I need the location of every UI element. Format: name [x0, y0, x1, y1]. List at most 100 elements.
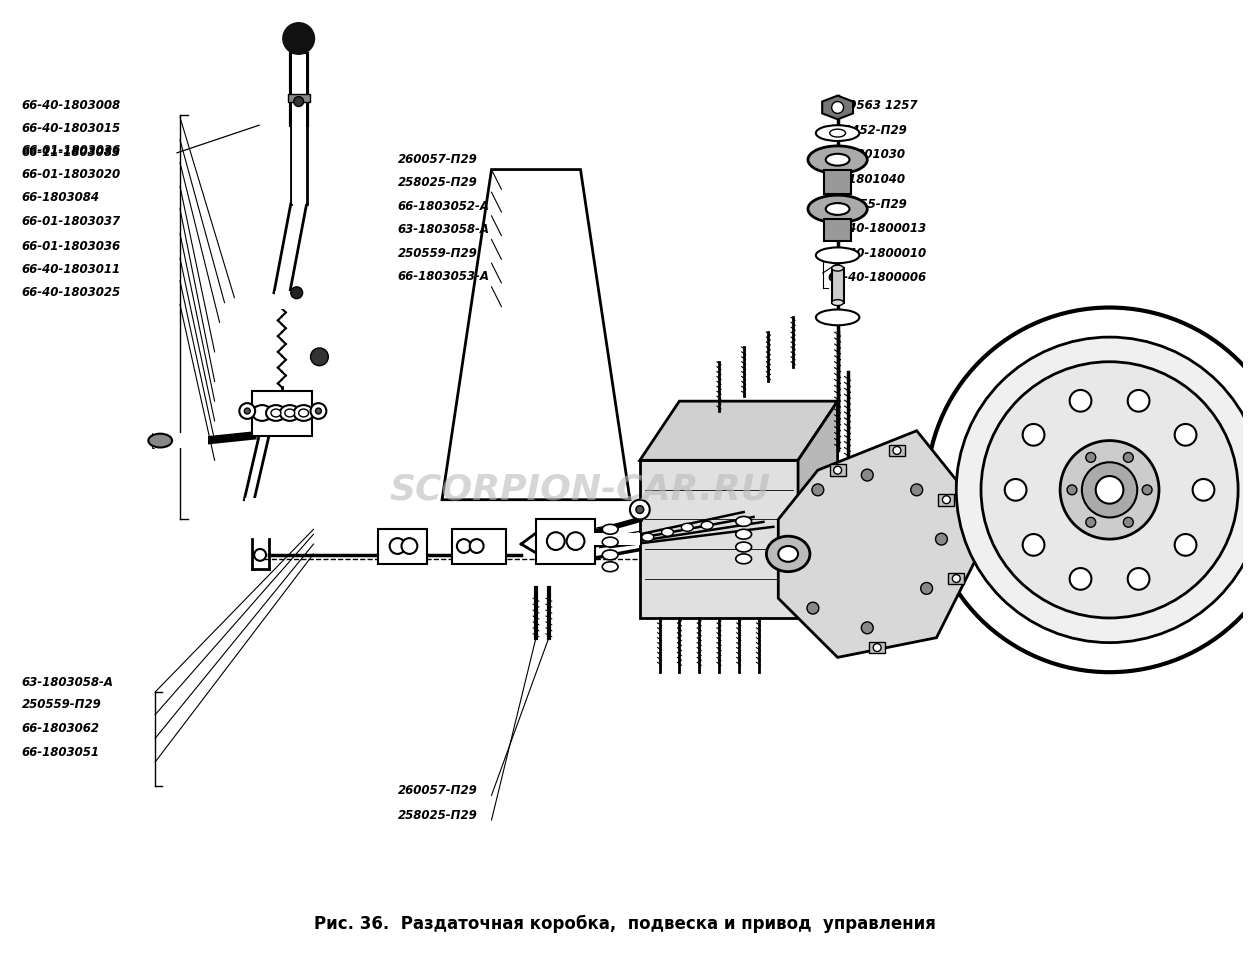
- Circle shape: [1060, 441, 1159, 540]
- Text: 66-01-1803036: 66-01-1803036: [21, 240, 121, 252]
- Bar: [824, 219, 851, 241]
- Text: 66-40-1800006: 66-40-1800006: [828, 272, 926, 284]
- Ellipse shape: [602, 562, 618, 571]
- Bar: [831, 268, 844, 302]
- Ellipse shape: [602, 550, 618, 560]
- Circle shape: [942, 495, 950, 504]
- Circle shape: [1128, 390, 1150, 412]
- Text: 66-40-1800010: 66-40-1800010: [828, 247, 926, 260]
- Bar: [939, 493, 954, 506]
- Text: 260057-П29: 260057-П29: [398, 784, 478, 797]
- Bar: [378, 529, 428, 564]
- Ellipse shape: [280, 405, 300, 420]
- Text: 63-1801030: 63-1801030: [828, 148, 906, 161]
- Text: 66-1803052-А: 66-1803052-А: [398, 200, 490, 212]
- Ellipse shape: [830, 130, 845, 137]
- Text: 258025-П29: 258025-П29: [398, 176, 478, 189]
- Circle shape: [861, 622, 874, 634]
- Circle shape: [808, 602, 819, 614]
- Ellipse shape: [736, 516, 751, 526]
- Circle shape: [812, 484, 824, 495]
- Circle shape: [1022, 534, 1045, 556]
- Ellipse shape: [266, 405, 286, 420]
- Circle shape: [239, 403, 255, 419]
- Bar: [253, 392, 311, 436]
- Circle shape: [926, 307, 1250, 672]
- Bar: [275, 291, 291, 308]
- Circle shape: [981, 362, 1238, 618]
- Polygon shape: [640, 401, 838, 460]
- Circle shape: [291, 287, 302, 299]
- Circle shape: [1128, 568, 1150, 589]
- Circle shape: [834, 467, 841, 474]
- Circle shape: [892, 446, 901, 454]
- Circle shape: [1124, 517, 1134, 527]
- Circle shape: [1086, 452, 1096, 463]
- Text: Рис. 36.  Раздаточная коробка,  подвеска и привод  управления: Рис. 36. Раздаточная коробка, подвеска и…: [314, 915, 936, 932]
- Circle shape: [921, 583, 932, 594]
- Circle shape: [566, 532, 585, 550]
- Circle shape: [390, 539, 405, 554]
- Text: 63-1803058-А: 63-1803058-А: [21, 676, 114, 688]
- Circle shape: [310, 348, 329, 366]
- Circle shape: [630, 500, 650, 519]
- Bar: [572, 533, 640, 545]
- Text: 66-40-1803008: 66-40-1803008: [21, 99, 121, 112]
- Ellipse shape: [661, 528, 674, 537]
- Circle shape: [1068, 485, 1078, 494]
- Ellipse shape: [831, 300, 844, 305]
- Circle shape: [401, 539, 418, 554]
- Ellipse shape: [808, 146, 867, 174]
- Circle shape: [1022, 424, 1045, 445]
- Bar: [291, 55, 305, 125]
- Ellipse shape: [701, 521, 712, 529]
- Ellipse shape: [271, 409, 281, 417]
- Circle shape: [458, 540, 471, 553]
- Circle shape: [1192, 479, 1215, 501]
- Circle shape: [1070, 390, 1091, 412]
- Bar: [889, 444, 905, 456]
- Circle shape: [548, 532, 565, 550]
- Circle shape: [1070, 568, 1091, 589]
- Bar: [452, 529, 506, 564]
- Text: 258025-П29: 258025-П29: [398, 808, 478, 822]
- Text: 66-40-1803015: 66-40-1803015: [21, 122, 121, 134]
- Ellipse shape: [149, 434, 173, 447]
- Circle shape: [1086, 517, 1096, 527]
- Ellipse shape: [831, 265, 844, 271]
- Ellipse shape: [808, 195, 867, 223]
- Text: 260057-П29: 260057-П29: [398, 154, 478, 166]
- Circle shape: [294, 97, 304, 107]
- Ellipse shape: [816, 248, 859, 263]
- Ellipse shape: [816, 309, 859, 325]
- Circle shape: [310, 403, 326, 419]
- Ellipse shape: [736, 542, 751, 552]
- Bar: [154, 433, 208, 448]
- Bar: [830, 465, 845, 476]
- Ellipse shape: [253, 405, 272, 420]
- Circle shape: [911, 484, 922, 495]
- Text: 66-1803084: 66-1803084: [21, 191, 100, 204]
- Text: 66-40-1803011: 66-40-1803011: [21, 263, 121, 276]
- Text: 66-01-1803036: 66-01-1803036: [21, 144, 121, 157]
- Ellipse shape: [285, 409, 295, 417]
- Ellipse shape: [826, 204, 850, 215]
- Ellipse shape: [736, 554, 751, 564]
- Text: 66-11-1803083: 66-11-1803083: [21, 146, 121, 159]
- Circle shape: [1175, 424, 1196, 445]
- Text: 66-1803053-А: 66-1803053-А: [398, 271, 490, 283]
- Text: 66-40-1800013: 66-40-1800013: [828, 222, 926, 235]
- Ellipse shape: [766, 537, 810, 571]
- Text: 63-1801040: 63-1801040: [828, 173, 906, 186]
- Text: 250559-П29: 250559-П29: [21, 698, 101, 711]
- Ellipse shape: [294, 405, 314, 420]
- Circle shape: [470, 540, 484, 553]
- Circle shape: [1124, 452, 1134, 463]
- Text: SCORPION-CAR.RU: SCORPION-CAR.RU: [390, 473, 771, 507]
- Circle shape: [1081, 463, 1138, 517]
- Polygon shape: [798, 401, 838, 618]
- Bar: [869, 641, 885, 654]
- Ellipse shape: [816, 125, 859, 141]
- Ellipse shape: [681, 523, 694, 531]
- Circle shape: [874, 643, 881, 652]
